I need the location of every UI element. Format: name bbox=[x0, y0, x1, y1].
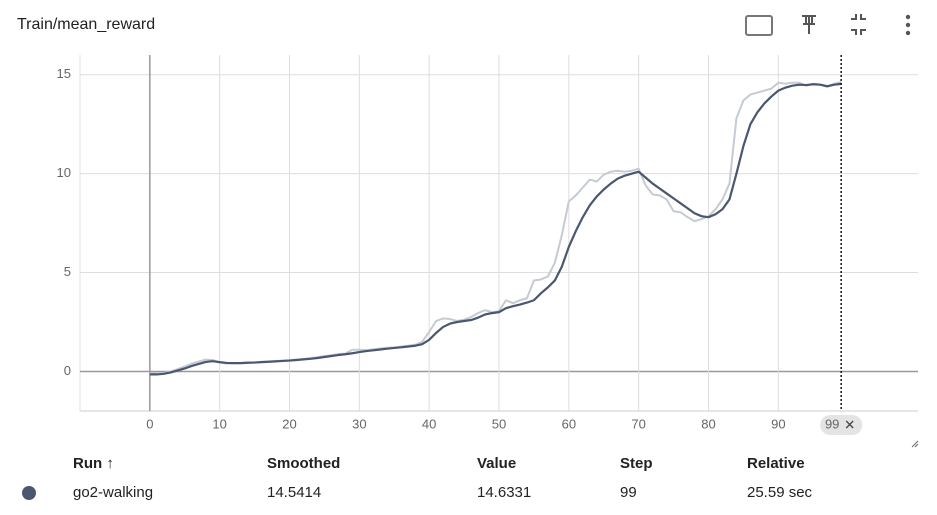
hover-chip bbox=[820, 415, 863, 435]
table-cell: 25.59 sec bbox=[747, 484, 813, 501]
hover-step-label: 99 bbox=[825, 416, 839, 431]
x-tick-label: 10 bbox=[212, 416, 226, 431]
data-table: Run ↑ Smoothed Value Step Relative go2-walkin… bbox=[22, 455, 813, 501]
x-tick-label: 20 bbox=[282, 416, 296, 431]
y-tick-label: 15 bbox=[57, 66, 71, 81]
raw-line bbox=[149, 81, 842, 375]
column-header: Relative bbox=[747, 455, 805, 472]
menu-button[interactable] bbox=[905, 14, 911, 36]
collapse-button[interactable] bbox=[851, 14, 866, 35]
table-cell: go2-walking bbox=[73, 484, 153, 501]
table-cell: 99 bbox=[620, 484, 637, 501]
y-tick-label: 10 bbox=[57, 165, 71, 180]
column-header: Value bbox=[477, 455, 516, 472]
x-tick-label: 70 bbox=[631, 416, 645, 431]
chart-title: Train/mean_reward bbox=[17, 16, 155, 33]
x-tick-label: 50 bbox=[492, 416, 506, 431]
pin-button[interactable] bbox=[802, 15, 816, 34]
toolbar bbox=[745, 14, 911, 36]
hover-close[interactable] bbox=[845, 420, 854, 429]
fit-button[interactable] bbox=[745, 15, 773, 36]
x-tick-label: 30 bbox=[352, 416, 366, 431]
x-tick-label: 40 bbox=[422, 416, 436, 431]
x-tick-label: 0 bbox=[146, 416, 153, 431]
column-header: Smoothed bbox=[267, 455, 340, 472]
y-tick-label: 5 bbox=[64, 264, 71, 279]
x-tick-label: 60 bbox=[562, 416, 576, 431]
smoothed-line bbox=[149, 82, 842, 376]
y-tick-label: 0 bbox=[64, 363, 71, 378]
table-cell: 14.6331 bbox=[477, 484, 531, 501]
column-header: Run ↑ bbox=[73, 455, 114, 472]
x-tick-label: 80 bbox=[701, 416, 715, 431]
table-cell: 14.5414 bbox=[267, 484, 321, 501]
run-color-dot bbox=[22, 486, 36, 500]
resize-handle[interactable] bbox=[911, 440, 919, 448]
column-header: Step bbox=[620, 455, 653, 472]
x-tick-label: 90 bbox=[771, 416, 785, 431]
plot: 0 5 10 15 0 10 20 30 40 50 60 70 80 90 99 bbox=[57, 55, 918, 435]
